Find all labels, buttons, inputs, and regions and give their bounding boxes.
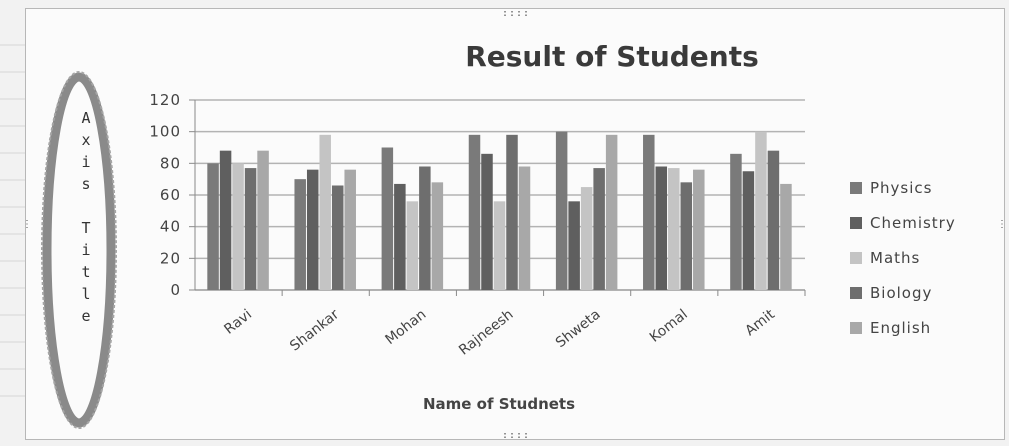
legend-swatch	[850, 217, 862, 229]
x-category-label: Mohan	[382, 307, 429, 349]
bar	[668, 168, 680, 290]
bar	[394, 183, 406, 290]
resize-handle-top[interactable]: ::::	[502, 8, 531, 19]
bar	[780, 183, 792, 290]
bar	[306, 169, 319, 290]
bar	[431, 182, 444, 290]
bar	[518, 166, 531, 290]
bars	[207, 131, 792, 290]
bar	[219, 150, 232, 290]
x-category-label: Shweta	[553, 307, 604, 352]
bar	[232, 163, 244, 290]
y-tick-label: 40	[160, 218, 181, 236]
bar	[506, 134, 518, 290]
y-axis-title-highlight	[41, 71, 117, 429]
resize-handle-right[interactable]: ⋮	[997, 219, 1008, 230]
y-tick-label: 20	[160, 249, 181, 267]
bar	[568, 201, 580, 290]
x-category-label: Shankar	[287, 306, 342, 354]
x-category-label: Ravi	[221, 307, 255, 338]
bar	[605, 134, 618, 290]
y-axis-title-char: t	[81, 263, 90, 281]
bar	[555, 131, 568, 290]
bar	[344, 169, 356, 290]
bar	[680, 182, 693, 290]
y-axis-title-char: A	[81, 109, 90, 127]
y-tick-label: 120	[149, 91, 181, 109]
y-axis-title-char: s	[81, 175, 90, 193]
bar	[207, 163, 219, 290]
x-category-label: Komal	[647, 307, 691, 346]
bar	[481, 153, 493, 290]
bar	[257, 150, 269, 290]
legend-label: Chemistry	[870, 214, 956, 232]
bar	[580, 187, 593, 290]
bar	[468, 134, 481, 290]
y-axis-ticks: 0 20 40 60 80 100 120	[149, 91, 181, 299]
y-axis-title-char: l	[81, 285, 90, 303]
bar	[655, 166, 668, 290]
resize-handle-left[interactable]: ⋮	[22, 219, 33, 230]
bar	[319, 134, 331, 290]
bar	[381, 147, 394, 290]
x-category-label: Rajneesh	[456, 307, 516, 359]
y-axis-title-char: x	[81, 131, 90, 149]
bar	[693, 169, 705, 290]
bar	[419, 166, 431, 290]
bar	[593, 168, 605, 290]
x-category-label: Amit	[742, 306, 778, 339]
y-axis-title-char: e	[81, 307, 90, 325]
legend-swatch	[850, 287, 862, 299]
y-tick-label: 80	[160, 154, 181, 172]
bar	[294, 179, 306, 290]
bar	[742, 171, 755, 290]
chart-title: Result of Students	[465, 40, 759, 73]
legend-swatch	[850, 322, 862, 334]
y-tick-label: 0	[170, 281, 181, 299]
bar	[493, 201, 506, 290]
legend-label: English	[870, 319, 931, 337]
y-axis-title-char: T	[81, 219, 90, 237]
bar	[244, 168, 257, 290]
bar	[331, 185, 344, 290]
legend-label: Physics	[870, 179, 932, 197]
bar	[406, 201, 419, 290]
y-tick-label: 100	[149, 123, 181, 141]
y-axis-title-char: i	[81, 153, 90, 171]
bar	[755, 131, 767, 290]
y-tick-label: 60	[160, 186, 181, 204]
legend: Physics Chemistry Maths Biology English	[850, 179, 956, 337]
y-axis-title-char: i	[81, 241, 90, 259]
legend-swatch	[850, 252, 862, 264]
bar	[767, 150, 780, 290]
legend-label: Biology	[870, 284, 932, 302]
resize-handle-bottom[interactable]: ::::	[502, 430, 531, 441]
bar	[730, 153, 742, 290]
legend-swatch	[850, 182, 862, 194]
x-axis-categories: Ravi Shankar Mohan Rajneesh Shweta Komal Amit	[221, 306, 778, 358]
x-axis-label: Name of Studnets	[423, 395, 575, 413]
bar	[643, 134, 655, 290]
legend-label: Maths	[870, 249, 920, 267]
